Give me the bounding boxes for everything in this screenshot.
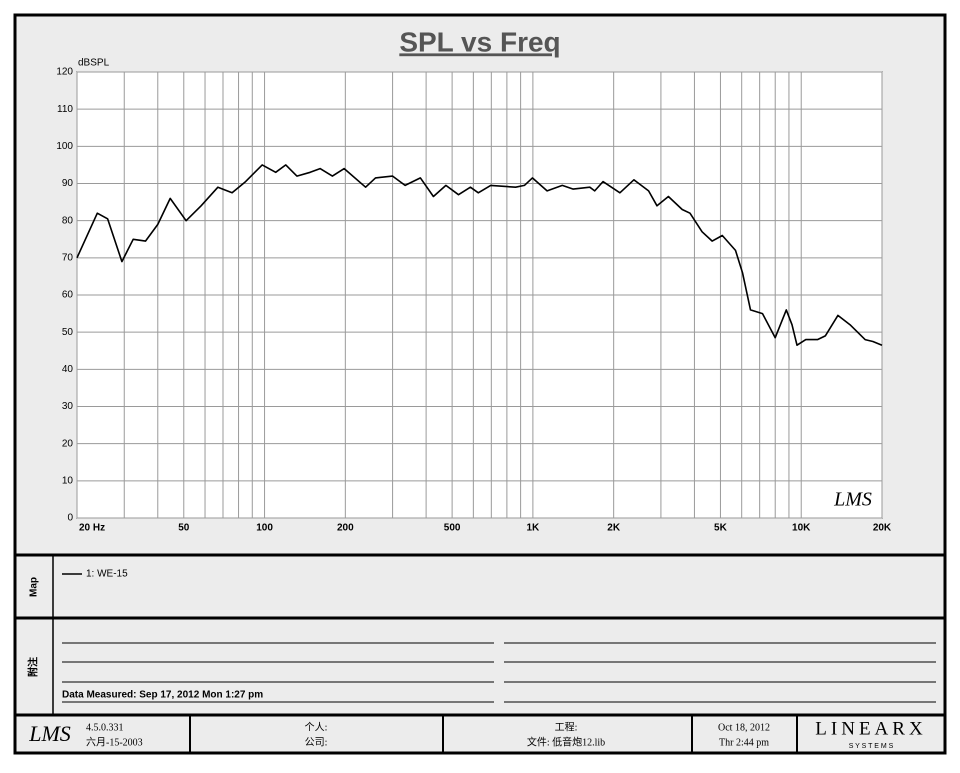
watermark: LMS bbox=[833, 489, 872, 511]
x-tick-label: 100 bbox=[256, 523, 273, 534]
y-tick-label: 90 bbox=[62, 178, 74, 189]
company: 公司: bbox=[305, 737, 328, 748]
measured-date: Data Measured: Sep 17, 2012 Mon 1:27 pm bbox=[62, 690, 263, 701]
legend-entry: 1: WE-15 bbox=[86, 569, 128, 580]
x-tick-label: 5K bbox=[714, 523, 728, 534]
print-time: Thr 2:44 pm bbox=[719, 737, 769, 748]
note-lines bbox=[62, 642, 936, 703]
version-date: 六月-15-2003 bbox=[86, 736, 143, 748]
chart-title: SPL vs Freq bbox=[399, 26, 560, 57]
footer-logo: LMS bbox=[28, 721, 71, 746]
print-date: Oct 18, 2012 bbox=[718, 722, 770, 733]
y-tick-label: 110 bbox=[57, 104, 73, 115]
project: 工程: bbox=[555, 721, 578, 733]
y-tick-label: 0 bbox=[67, 513, 73, 524]
y-tick-label: 30 bbox=[62, 401, 74, 412]
x-tick-label: 10K bbox=[792, 523, 811, 534]
x-tick-label: 1K bbox=[526, 523, 540, 534]
y-tick-label: 80 bbox=[62, 215, 74, 226]
x-tick-label: 50 bbox=[178, 523, 190, 534]
file: 文件: 低音炮12.lib bbox=[527, 735, 605, 748]
personal: 个人: bbox=[305, 721, 328, 733]
panel-label: Map bbox=[29, 577, 40, 597]
data-line bbox=[76, 164, 883, 346]
brand: LINEARX bbox=[815, 718, 926, 739]
y-tick-label: 40 bbox=[62, 364, 74, 375]
brand-sub: S Y S T E M S bbox=[849, 743, 894, 750]
x-tick-label: 500 bbox=[444, 523, 461, 534]
version: 4.5.0.331 bbox=[86, 722, 124, 733]
x-tick-label: 2K bbox=[607, 523, 621, 534]
y-axis-label: dBSPL bbox=[78, 58, 110, 69]
y-tick-label: 50 bbox=[62, 327, 74, 338]
y-tick-label: 10 bbox=[62, 475, 74, 486]
x-tick-label: 20K bbox=[873, 523, 892, 534]
y-tick-label: 100 bbox=[56, 141, 73, 152]
panel-label: 附注 bbox=[27, 657, 40, 677]
x-tick-label: 200 bbox=[337, 523, 354, 534]
y-tick-label: 60 bbox=[62, 290, 74, 301]
x-tick-label: 20 Hz bbox=[79, 523, 105, 534]
y-tick-label: 20 bbox=[62, 438, 74, 449]
y-tick-label: 120 bbox=[56, 67, 73, 78]
grid bbox=[76, 71, 883, 519]
y-tick-label: 70 bbox=[62, 252, 74, 263]
